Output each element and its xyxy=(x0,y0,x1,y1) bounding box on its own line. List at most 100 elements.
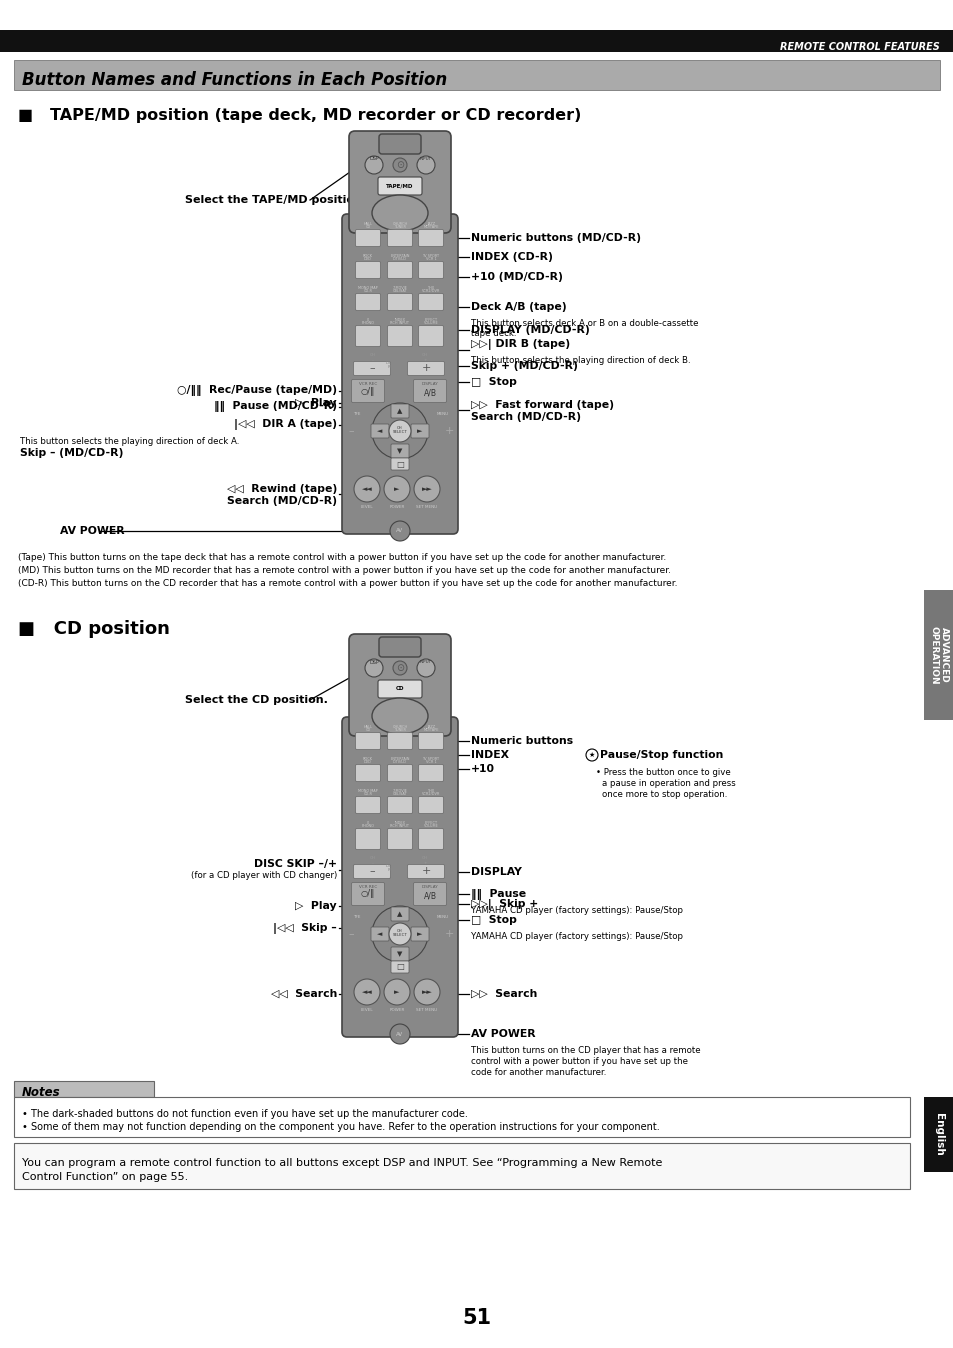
Text: MENU: MENU xyxy=(436,412,449,417)
Text: □: □ xyxy=(395,460,403,469)
Text: |◁◁  DIR A (tape): |◁◁ DIR A (tape) xyxy=(233,419,336,430)
FancyBboxPatch shape xyxy=(413,380,446,403)
Text: YAMAHA CD player (factory settings): Pause/Stop: YAMAHA CD player (factory settings): Pau… xyxy=(471,931,682,941)
Text: ◄: ◄ xyxy=(377,931,382,937)
FancyBboxPatch shape xyxy=(371,927,389,941)
FancyBboxPatch shape xyxy=(355,325,380,346)
Text: INDEX (CD-R): INDEX (CD-R) xyxy=(471,252,553,262)
Circle shape xyxy=(384,476,410,501)
FancyBboxPatch shape xyxy=(354,361,390,376)
Text: This button selects the playing direction of deck B.: This button selects the playing directio… xyxy=(471,356,690,365)
Bar xyxy=(0,30,953,53)
FancyBboxPatch shape xyxy=(407,864,444,879)
Text: English: English xyxy=(933,1112,943,1155)
FancyBboxPatch shape xyxy=(391,907,409,921)
Circle shape xyxy=(414,979,439,1006)
Circle shape xyxy=(416,659,435,677)
Circle shape xyxy=(416,156,435,174)
Text: TFE: TFE xyxy=(353,412,360,417)
Ellipse shape xyxy=(372,698,428,735)
Text: CH
–: CH – xyxy=(370,856,375,865)
Text: SET MENU: SET MENU xyxy=(416,506,437,510)
FancyBboxPatch shape xyxy=(378,133,420,154)
FancyBboxPatch shape xyxy=(391,961,409,973)
Circle shape xyxy=(389,923,411,945)
Text: • Press the button once to give: • Press the button once to give xyxy=(596,768,730,776)
FancyBboxPatch shape xyxy=(349,634,451,736)
Text: MONO MAP
CD-R: MONO MAP CD-R xyxy=(357,789,377,797)
Text: a pause in operation and press: a pause in operation and press xyxy=(601,779,735,789)
Text: DISC SKIP
PRESET: DISC SKIP PRESET xyxy=(386,864,406,872)
FancyBboxPatch shape xyxy=(407,361,444,376)
FancyBboxPatch shape xyxy=(418,797,443,813)
FancyBboxPatch shape xyxy=(355,229,380,247)
FancyBboxPatch shape xyxy=(377,679,421,698)
Circle shape xyxy=(354,979,379,1006)
FancyBboxPatch shape xyxy=(387,262,412,279)
Text: ⊙: ⊙ xyxy=(395,160,404,170)
Text: –: – xyxy=(369,363,375,373)
Text: (Tape) This button turns on the tape deck that has a remote control with a power: (Tape) This button turns on the tape dec… xyxy=(18,553,665,562)
FancyBboxPatch shape xyxy=(387,229,412,247)
Text: Skip + (MD/CD-R): Skip + (MD/CD-R) xyxy=(471,361,578,371)
Text: ►: ► xyxy=(394,989,399,995)
Text: ★: ★ xyxy=(588,752,595,758)
Text: ►: ► xyxy=(416,931,422,937)
Text: INDEX
RCH INPUT: INDEX RCH INPUT xyxy=(390,821,409,828)
Text: □  Stop: □ Stop xyxy=(471,915,517,925)
Bar xyxy=(923,1097,953,1171)
Text: AV: AV xyxy=(396,528,403,534)
Text: ○/‖: ○/‖ xyxy=(360,387,375,395)
Text: DISC SKIP
PRESET: DISC SKIP PRESET xyxy=(386,361,406,369)
FancyBboxPatch shape xyxy=(354,864,390,879)
Text: INDEX: INDEX xyxy=(471,749,509,760)
Text: □: □ xyxy=(395,962,403,972)
Text: ROCK
DVD: ROCK DVD xyxy=(362,756,373,764)
Text: CH
+: CH + xyxy=(421,856,428,865)
Text: once more to stop operation.: once more to stop operation. xyxy=(601,790,726,799)
Text: 0
PHONO: 0 PHONO xyxy=(361,821,374,828)
Text: A/B: A/B xyxy=(423,891,436,900)
Text: +: + xyxy=(444,929,454,940)
Text: ROCK
DVD: ROCK DVD xyxy=(362,253,373,262)
FancyBboxPatch shape xyxy=(371,425,389,438)
FancyBboxPatch shape xyxy=(355,732,380,749)
FancyBboxPatch shape xyxy=(355,829,380,849)
Text: POWER: POWER xyxy=(389,1008,404,1012)
Text: DSP: DSP xyxy=(369,659,378,665)
Text: Search (MD/CD-R): Search (MD/CD-R) xyxy=(227,496,336,506)
Text: (CD-R) This button turns on the CD recorder that has a remote control with a pow: (CD-R) This button turns on the CD recor… xyxy=(18,580,677,588)
Text: control with a power button if you have set up the: control with a power button if you have … xyxy=(471,1057,687,1066)
Text: CH
SELECT: CH SELECT xyxy=(393,929,407,937)
Text: ■   CD position: ■ CD position xyxy=(18,620,170,638)
FancyBboxPatch shape xyxy=(418,294,443,310)
Text: CHURCH
TUNER: CHURCH TUNER xyxy=(392,221,407,229)
Text: A/B: A/B xyxy=(423,388,436,398)
Circle shape xyxy=(390,520,410,541)
Text: |◁◁  Skip –: |◁◁ Skip – xyxy=(273,922,336,934)
Text: ▼: ▼ xyxy=(396,448,402,454)
Text: –: – xyxy=(348,426,354,435)
FancyBboxPatch shape xyxy=(387,829,412,849)
Text: Select the CD position.: Select the CD position. xyxy=(185,696,328,705)
Text: –: – xyxy=(348,929,354,940)
Circle shape xyxy=(365,659,382,677)
Text: Notes: Notes xyxy=(22,1086,61,1100)
Text: 0
PHONO: 0 PHONO xyxy=(361,318,374,325)
Text: TFE: TFE xyxy=(353,915,360,919)
FancyBboxPatch shape xyxy=(387,294,412,310)
Text: REMOTE CONTROL FEATURES: REMOTE CONTROL FEATURES xyxy=(780,42,939,53)
Text: Control Function” on page 55.: Control Function” on page 55. xyxy=(22,1171,188,1182)
Text: ENTERTAIN
D-TV/LD: ENTERTAIN D-TV/LD xyxy=(390,756,409,764)
FancyBboxPatch shape xyxy=(377,177,421,195)
Circle shape xyxy=(389,421,411,442)
Text: EFFECT
VOLUME: EFFECT VOLUME xyxy=(423,318,438,325)
FancyBboxPatch shape xyxy=(391,443,409,458)
FancyBboxPatch shape xyxy=(411,425,429,438)
Text: DISPLAY: DISPLAY xyxy=(421,381,438,386)
Text: ○/‖‖  Rec/Pause (tape/MD): ○/‖‖ Rec/Pause (tape/MD) xyxy=(177,386,336,396)
Text: DISC SKIP –/+: DISC SKIP –/+ xyxy=(253,859,336,869)
Circle shape xyxy=(393,158,407,173)
FancyBboxPatch shape xyxy=(418,732,443,749)
FancyBboxPatch shape xyxy=(387,732,412,749)
